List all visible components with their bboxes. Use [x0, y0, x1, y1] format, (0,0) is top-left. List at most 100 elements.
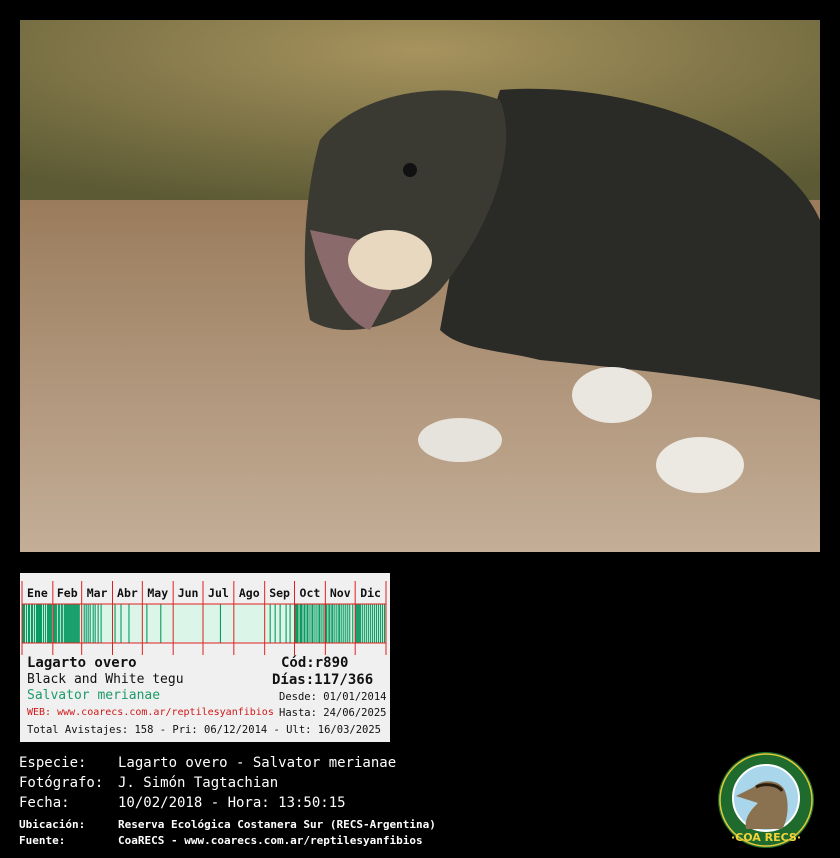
sighting-day-mark [92, 604, 94, 643]
sighting-day-mark [269, 604, 271, 643]
sighting-day-mark [78, 604, 80, 643]
sighting-day-mark [304, 604, 306, 643]
sighting-day-mark [36, 604, 39, 643]
sighting-day-mark [75, 604, 77, 643]
month-label-jun: Jun [178, 586, 199, 600]
month-label-ago: Ago [239, 586, 260, 600]
sighting-day-mark [27, 604, 30, 643]
sighting-day-mark [326, 604, 328, 643]
sighting-day-mark [357, 604, 359, 643]
sighting-day-mark [31, 604, 34, 643]
sighting-day-mark [356, 604, 358, 643]
web-link[interactable]: WEB: www.coarecs.com.ar/reptilesyanfibio… [27, 707, 274, 718]
sightings-calendar: Ene Feb Mar Abr May Jun Jul Ago Sep Oct Nov Dic [21, 581, 387, 655]
sighting-day-mark [22, 604, 24, 643]
sighting-day-mark [295, 604, 297, 643]
month-label-sep: Sep [269, 586, 290, 600]
sighting-day-mark [355, 604, 357, 643]
sighting-day-mark [349, 604, 351, 643]
species-photo [20, 20, 820, 552]
svg-text:·COA RECS·: ·COA RECS· [731, 831, 801, 844]
species-code: Cód:r890 [281, 655, 349, 671]
sighting-day-mark [47, 604, 49, 643]
sighting-day-mark [35, 604, 38, 643]
sighting-day-mark [303, 604, 305, 643]
sighting-day-mark [314, 604, 316, 643]
sighting-day-mark [332, 604, 334, 643]
sighting-day-mark [323, 604, 325, 643]
sighting-day-mark [57, 604, 59, 643]
sighting-day-mark [37, 604, 40, 643]
sighting-day-mark [49, 604, 51, 643]
location-value: Reserva Ecológica Costanera Sur (RECS-Ar… [118, 818, 436, 831]
species-value: Lagarto overo - Salvator merianae [118, 755, 397, 771]
sighting-day-mark [89, 604, 91, 643]
sighting-day-mark [53, 604, 55, 643]
species-label: Especie: [19, 755, 87, 771]
sighting-day-mark [76, 604, 78, 643]
sighting-day-mark [42, 604, 44, 643]
month-label-jul: Jul [208, 586, 229, 600]
sighting-day-mark [160, 604, 162, 643]
sighting-day-mark [52, 604, 54, 643]
sighting-day-mark [368, 604, 370, 643]
sighting-day-mark [336, 604, 338, 643]
sighting-day-mark [73, 604, 75, 643]
sighting-day-mark [306, 604, 308, 643]
sighting-day-mark [40, 604, 42, 643]
sighting-day-mark [352, 604, 354, 643]
location-label: Ubicación: [19, 818, 86, 831]
sighting-day-mark [85, 604, 87, 643]
sighting-day-mark [69, 604, 71, 643]
sighting-day-mark [359, 604, 361, 643]
month-label-dic: Dic [360, 586, 381, 600]
month-label-ene: Ene [27, 586, 48, 600]
sighting-day-mark [380, 604, 382, 643]
sighting-day-mark [97, 604, 99, 643]
sighting-day-mark [60, 604, 62, 643]
sighting-day-mark [372, 604, 374, 643]
sighting-day-mark [66, 604, 68, 643]
sighting-day-mark [65, 604, 67, 643]
sighting-day-mark [33, 604, 36, 643]
sighting-day-mark [64, 604, 66, 643]
common-name: Lagarto overo [27, 655, 137, 671]
sightings-card: Ene Feb Mar Abr May Jun Jul Ago Sep Oct Nov Dic Lag… [20, 573, 390, 742]
sighting-day-mark [146, 604, 148, 643]
sighting-day-mark [347, 604, 349, 643]
sighting-day-mark [311, 604, 313, 643]
date-value: 10/02/2018 - Hora: 13:50:15 [118, 795, 346, 811]
month-label-oct: Oct [300, 586, 321, 600]
sighting-day-mark [331, 604, 333, 643]
date-to: Hasta: 24/06/2025 [279, 707, 387, 719]
sighting-day-mark [362, 604, 364, 643]
sighting-day-mark [309, 604, 311, 643]
photographer-value: J. Simón Tagtachian [118, 775, 279, 791]
sighting-day-mark [334, 604, 336, 643]
sighting-day-mark [338, 604, 340, 643]
sighting-day-mark [54, 604, 56, 643]
sighting-day-mark [38, 604, 41, 643]
sighting-day-mark [48, 604, 50, 643]
date-from: Desde: 01/01/2014 [279, 691, 387, 703]
sighting-day-mark [294, 604, 296, 643]
sighting-day-mark [120, 604, 122, 643]
sighting-day-mark [378, 604, 380, 643]
sighting-day-mark [63, 604, 65, 643]
sighting-day-mark [329, 604, 331, 643]
month-label-abr: Abr [117, 586, 138, 600]
sighting-day-mark [318, 604, 320, 643]
sighting-day-mark [94, 604, 96, 643]
sighting-day-mark [341, 604, 343, 643]
sighting-day-mark [28, 604, 31, 643]
sighting-day-mark [343, 604, 345, 643]
sighting-day-mark [71, 604, 73, 643]
sighting-day-mark [299, 604, 301, 643]
sighting-day-mark [61, 604, 63, 643]
sighting-day-mark [285, 604, 287, 643]
sighting-day-mark [316, 604, 318, 643]
sighting-day-mark [339, 604, 341, 643]
sighting-day-mark [297, 604, 299, 643]
sighting-day-mark [87, 604, 89, 643]
sighting-day-mark [328, 604, 330, 643]
